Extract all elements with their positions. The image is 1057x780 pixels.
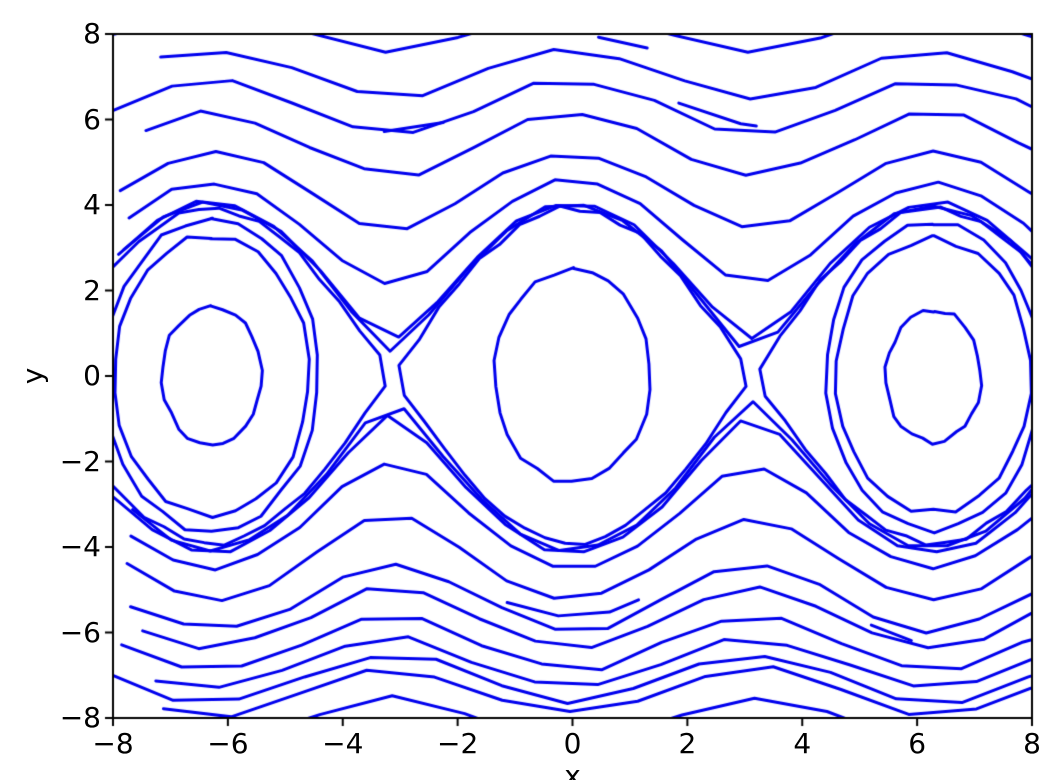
y-tick-label-2: 2 bbox=[83, 273, 101, 307]
x-tick-label-−8: −8 bbox=[92, 727, 134, 760]
y-tick-label-−8: −8 bbox=[59, 701, 101, 734]
x-tick-label-4: 4 bbox=[793, 727, 812, 760]
y-tick-label-−4: −4 bbox=[59, 530, 101, 563]
y-tick-label-8: 8 bbox=[83, 17, 101, 50]
x-axis-label: x bbox=[564, 759, 581, 780]
x-tick-label-8: 8 bbox=[1023, 727, 1041, 760]
x-tick-label-−4: −4 bbox=[322, 727, 364, 760]
x-tick-label-2: 2 bbox=[678, 727, 697, 760]
y-tick-label-0: 0 bbox=[83, 359, 101, 392]
y-axis-label: y bbox=[16, 367, 49, 385]
y-tick-label-6: 6 bbox=[83, 102, 101, 136]
x-tick-label-−2: −2 bbox=[436, 727, 479, 760]
y-tick-label-−6: −6 bbox=[59, 615, 101, 649]
x-tick-label-0: 0 bbox=[563, 727, 582, 760]
x-tick-label-−6: −6 bbox=[207, 727, 249, 760]
x-tick-label-6: 6 bbox=[908, 727, 927, 760]
y-tick-label-4: 4 bbox=[83, 188, 101, 221]
y-tick-label-−2: −2 bbox=[59, 444, 101, 478]
